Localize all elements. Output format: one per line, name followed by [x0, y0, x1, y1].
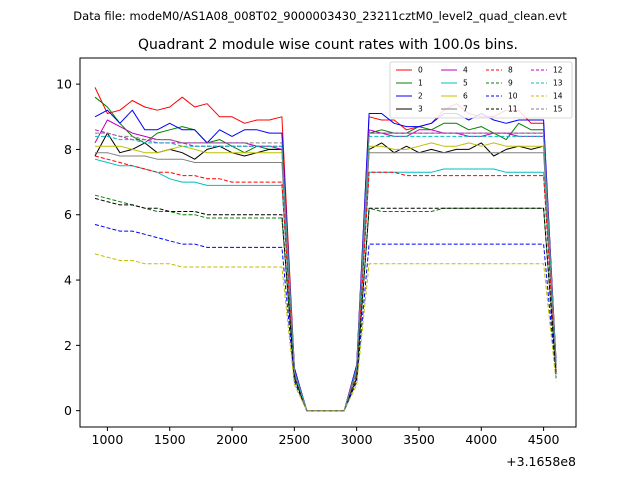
legend-label-3: 3: [418, 105, 423, 114]
legend-label-5: 5: [463, 79, 468, 88]
x-tick-label: 4500: [528, 432, 560, 447]
legend-label-10: 10: [508, 92, 518, 101]
legend-label-0: 0: [418, 66, 423, 75]
legend-label-14: 14: [553, 92, 563, 101]
y-tick-label: 4: [64, 273, 72, 288]
legend-box: [389, 61, 573, 119]
x-tick-label: 2000: [216, 432, 248, 447]
legend-label-9: 9: [508, 79, 513, 88]
x-tick-label: 3500: [403, 432, 435, 447]
legend-label-13: 13: [553, 79, 563, 88]
y-tick-label: 6: [64, 207, 72, 222]
chart-title: Quadrant 2 module wise count rates with …: [138, 37, 518, 53]
legend-label-7: 7: [463, 105, 468, 114]
x-tick-label: 2500: [278, 432, 310, 447]
legend-label-8: 8: [508, 66, 513, 75]
legend-label-11: 11: [508, 105, 518, 114]
series-line-11: [94, 197, 557, 412]
legend-label-6: 6: [463, 92, 468, 101]
legend-label-1: 1: [418, 79, 423, 88]
series-line-15: [95, 132, 557, 412]
x-tick-label: 1000: [92, 432, 124, 447]
x-tick-label: 1500: [154, 432, 186, 447]
legend-label-12: 12: [553, 66, 563, 75]
x-offset-label: +3.1658e8: [506, 454, 576, 469]
series-line-13: [95, 135, 557, 412]
legend-label-2: 2: [418, 92, 423, 101]
y-tick-label: 0: [64, 403, 72, 418]
chart-suptitle: Data file: modeM0/AS1A08_008T02_90000034…: [73, 9, 567, 23]
axis-ticks: 1000 1500 2000 2500 3000 3500 4000 4500 0 2 4 6 8 10: [56, 77, 559, 447]
y-tick-label: 10: [56, 77, 72, 92]
x-tick-label: 3000: [341, 432, 373, 447]
legend-label-15: 15: [553, 105, 563, 114]
x-tick-label: 4000: [465, 432, 497, 447]
legend-label-4: 4: [463, 66, 468, 75]
y-tick-label: 2: [64, 338, 72, 353]
y-tick-label: 8: [64, 142, 72, 157]
